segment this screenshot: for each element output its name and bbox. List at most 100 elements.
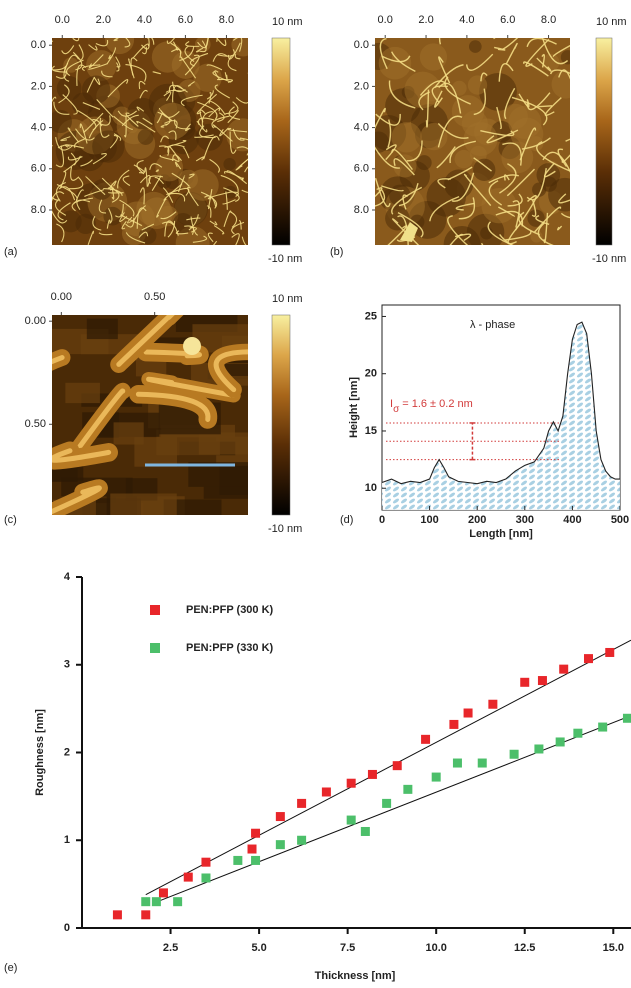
afm-patch: [103, 206, 122, 226]
afm-ridge: [495, 210, 524, 227]
afm-ridge: [83, 112, 104, 134]
afm-particle: [183, 337, 201, 355]
afm-ridge: [206, 205, 212, 218]
afm-ridge: [78, 44, 84, 61]
afm-fibre-top: [213, 349, 248, 393]
afm-ridge: [154, 176, 164, 185]
afm-ridge: [194, 134, 214, 138]
afm-ridge: [160, 135, 170, 143]
afm-ridge: [228, 106, 241, 120]
afm-ridge: [160, 211, 177, 220]
afm-ridge: [122, 175, 131, 186]
afm-ridge: [431, 85, 448, 103]
afm-ridge: [536, 57, 552, 72]
afm-ridge: [88, 54, 104, 69]
afm-patch: [105, 38, 135, 55]
data-point: [346, 815, 356, 825]
afm-ridge: [98, 199, 107, 214]
colorbar-min-label: -10 nm: [592, 253, 626, 265]
afm-ridge: [231, 233, 240, 245]
afm-ridge: [188, 214, 199, 231]
afm-ridge: [144, 167, 148, 187]
afm-ridge: [429, 195, 460, 222]
afm-ridge: [101, 70, 113, 78]
afm-ridge: [192, 235, 208, 243]
data-point: [112, 910, 122, 920]
afm-ridge: [81, 64, 101, 72]
data-point: [275, 812, 285, 822]
afm-ridge: [75, 189, 84, 201]
afm-ridge: [82, 102, 101, 110]
profile-line: [381, 321, 620, 485]
data-point: [201, 857, 211, 867]
afm-ridge: [107, 187, 114, 191]
afm-ridge: [434, 64, 464, 89]
afm-ridge: [241, 236, 247, 245]
afm-ridge: [160, 110, 180, 118]
data-point: [431, 772, 441, 782]
afm-patch: [136, 191, 171, 227]
x-tick-label: 6.0: [500, 14, 515, 26]
afm-ridge: [391, 148, 413, 171]
afm-ridge: [138, 231, 149, 238]
afm-ridge: [438, 38, 442, 45]
y-tick-label: 1: [64, 834, 70, 846]
afm-ridge: [88, 63, 108, 70]
afm-ridge: [156, 198, 167, 218]
data-point: [297, 835, 307, 845]
afm-ridge: [523, 61, 549, 77]
colorbar-max-label: 10 nm: [596, 16, 627, 28]
afm-ridge: [72, 38, 80, 42]
phase-annotation: λ - phase: [470, 319, 515, 331]
afm-ridge: [168, 130, 177, 141]
data-point: [534, 744, 544, 754]
afm-ridge: [387, 119, 392, 148]
afm-ridge: [375, 146, 400, 169]
profile-fill: [382, 322, 620, 510]
afm-ridge: [103, 187, 123, 196]
sigma-annotation-part: σ: [393, 404, 400, 415]
afm-particle: [400, 222, 418, 242]
afm-ridge: [544, 97, 562, 116]
afm-ridge: [171, 172, 190, 187]
afm-ridge: [179, 46, 195, 62]
afm-ridge: [79, 123, 88, 144]
afm-fibre-top: [146, 376, 237, 398]
afm-patch: [113, 422, 144, 445]
afm-ridge: [447, 166, 473, 181]
afm-ridge: [108, 54, 112, 60]
afm-ridge: [98, 232, 113, 236]
afm-ridge: [172, 41, 178, 51]
data-point: [382, 798, 392, 808]
afm-ridge: [514, 195, 537, 231]
afm-ridge: [76, 199, 91, 210]
data-point: [321, 787, 331, 797]
afm-ridge: [80, 159, 93, 167]
y-tick-label: 0.0: [354, 39, 369, 51]
afm-ridge: [156, 113, 163, 124]
data-point: [598, 722, 608, 732]
afm-ridge: [73, 138, 85, 149]
afm-ridge: [61, 45, 75, 55]
y-tick-label: 25: [365, 310, 377, 322]
afm-ridge: [92, 215, 102, 231]
afm-ridge: [226, 170, 248, 185]
afm-ridge: [558, 193, 570, 204]
afm-ridge: [375, 107, 386, 129]
afm-ridge: [185, 41, 200, 47]
x-tick-label: 0.50: [144, 291, 165, 303]
afm-ridge: [425, 89, 430, 128]
x-tick-label: 200: [468, 514, 486, 526]
afm-patch: [52, 109, 72, 134]
afm-ridge: [227, 54, 237, 72]
afm-ridge: [132, 43, 150, 59]
y-tick-label: 20: [365, 368, 377, 380]
afm-ridge: [67, 127, 80, 143]
afm-ridge: [187, 81, 195, 87]
afm-ridge: [391, 51, 416, 72]
afm-ridge: [71, 197, 94, 212]
x-tick-label: 15.0: [603, 942, 624, 954]
data-point: [583, 654, 593, 664]
afm-ridge: [493, 38, 496, 40]
colorbar-max-label: 10 nm: [272, 293, 303, 305]
